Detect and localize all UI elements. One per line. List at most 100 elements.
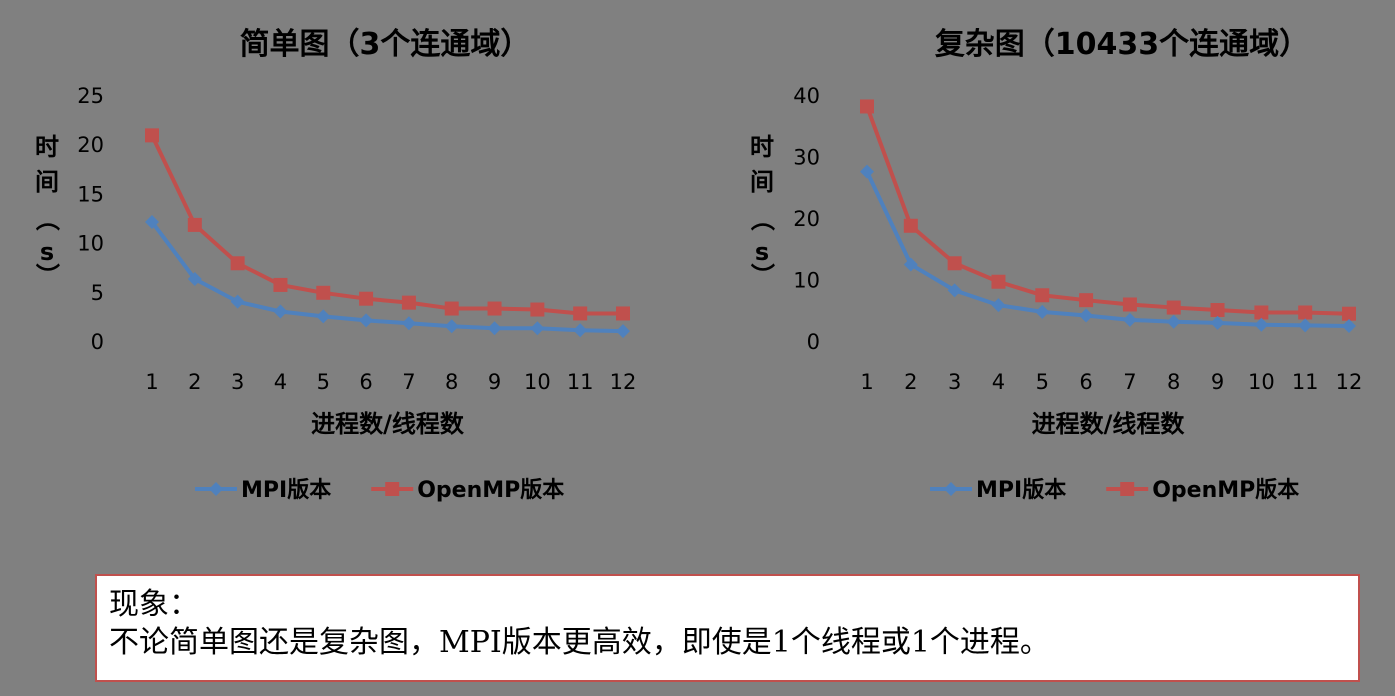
- x-tick-label: 4: [274, 370, 287, 394]
- x-tick-label: 6: [1079, 370, 1092, 394]
- data-point: [991, 274, 1006, 289]
- y-tick-label: 15: [77, 182, 104, 206]
- data-point: [1254, 305, 1269, 320]
- data-point: [187, 217, 202, 232]
- y-axis-label-char: ）: [33, 263, 61, 287]
- x-tick-label: 11: [1292, 370, 1319, 394]
- data-point: [145, 128, 159, 143]
- y-tick-label: 0: [807, 330, 820, 354]
- legend-label: MPI版本: [976, 478, 1066, 503]
- chart-title: 简单图（3个连通域）: [240, 27, 531, 62]
- y-tick-label: 25: [77, 84, 104, 108]
- x-tick-label: 8: [1167, 370, 1180, 394]
- x-axis-label: 进程数/线程数: [311, 410, 465, 438]
- x-tick-label: 1: [860, 370, 873, 394]
- series-line: [150, 219, 625, 334]
- legend-item: MPI版本: [195, 478, 331, 503]
- data-point: [187, 272, 202, 287]
- data-point: [903, 257, 918, 272]
- note-body: 不论简单图还是复杂图，MPI版本更高效，即使是1个线程或1个进程。: [109, 625, 1050, 660]
- data-point: [991, 298, 1006, 313]
- data-point: [1166, 314, 1181, 329]
- series-line: [865, 169, 1351, 329]
- data-point: [1342, 306, 1356, 321]
- data-point: [903, 218, 918, 233]
- x-tick-label: 5: [1036, 370, 1049, 394]
- data-point: [573, 306, 588, 321]
- data-point: [230, 294, 245, 309]
- data-point: [401, 295, 416, 310]
- data-point: [1298, 318, 1313, 333]
- legend-label: OpenMP版本: [1152, 478, 1299, 503]
- y-tick-label: 20: [77, 133, 104, 157]
- x-tick-label: 8: [445, 370, 458, 394]
- data-point: [1079, 293, 1094, 308]
- y-tick-label: 20: [793, 207, 820, 231]
- data-point: [487, 301, 502, 316]
- data-point: [1254, 317, 1269, 332]
- data-point: [487, 321, 502, 336]
- x-tick-label: 10: [1248, 370, 1275, 394]
- x-tick-label: 10: [524, 370, 551, 394]
- y-tick-label: 5: [91, 281, 104, 305]
- data-point: [145, 214, 159, 229]
- data-point: [444, 301, 459, 316]
- y-tick-label: 10: [793, 269, 820, 293]
- x-tick-label: 3: [231, 370, 244, 394]
- x-tick-label: 4: [992, 370, 1005, 394]
- observation-note: 现象： 不论简单图还是复杂图，MPI版本更高效，即使是1个线程或1个进程。: [95, 574, 1360, 682]
- data-point: [530, 302, 545, 317]
- x-tick-label: 5: [317, 370, 330, 394]
- x-tick-label: 3: [948, 370, 961, 394]
- x-tick-label: 6: [359, 370, 372, 394]
- y-axis-label-char: 间: [750, 168, 774, 196]
- x-tick-label: 7: [1123, 370, 1136, 394]
- data-point: [616, 306, 630, 321]
- x-tick-label: 11: [567, 370, 594, 394]
- data-point: [230, 256, 245, 271]
- legend-marker: [209, 482, 223, 496]
- data-point: [1079, 308, 1094, 323]
- data-point: [860, 164, 874, 179]
- y-axis-label-char: 时: [35, 133, 59, 161]
- y-tick-label: 40: [793, 84, 820, 108]
- data-point: [1035, 288, 1050, 303]
- y-axis-label-char: s: [40, 238, 54, 266]
- y-tick-label: 0: [91, 330, 104, 354]
- data-point: [444, 319, 459, 334]
- legend-marker: [385, 482, 400, 496]
- y-axis-label-char: 间: [35, 168, 59, 196]
- data-point: [947, 283, 962, 298]
- y-axis-label-char: 时: [750, 133, 774, 161]
- data-point: [316, 309, 331, 324]
- series-line: [150, 133, 625, 316]
- data-point: [1035, 304, 1050, 319]
- data-point: [616, 324, 630, 339]
- legend-marker: [944, 482, 958, 496]
- x-tick-label: 12: [1336, 370, 1363, 394]
- legend-marker: [1120, 482, 1135, 496]
- x-tick-label: 1: [145, 370, 158, 394]
- legend-item: OpenMP版本: [1106, 478, 1299, 503]
- x-tick-label: 2: [904, 370, 917, 394]
- legend-item: OpenMP版本: [371, 478, 564, 503]
- data-point: [359, 291, 374, 306]
- data-point: [947, 256, 962, 271]
- data-point: [1298, 305, 1313, 320]
- note-heading: 现象：: [109, 587, 199, 622]
- chart-title: 复杂图（10433个连通域）: [935, 27, 1309, 62]
- data-point: [1210, 315, 1225, 330]
- x-tick-label: 2: [188, 370, 201, 394]
- y-axis-label-char: （: [33, 207, 61, 231]
- x-axis-label: 进程数/线程数: [1032, 410, 1186, 438]
- data-point: [273, 277, 288, 292]
- x-tick-label: 7: [402, 370, 415, 394]
- data-point: [273, 304, 288, 319]
- data-point: [316, 285, 331, 300]
- data-point: [1166, 300, 1181, 315]
- y-axis-label-char: s: [755, 238, 769, 266]
- data-point: [1342, 319, 1356, 334]
